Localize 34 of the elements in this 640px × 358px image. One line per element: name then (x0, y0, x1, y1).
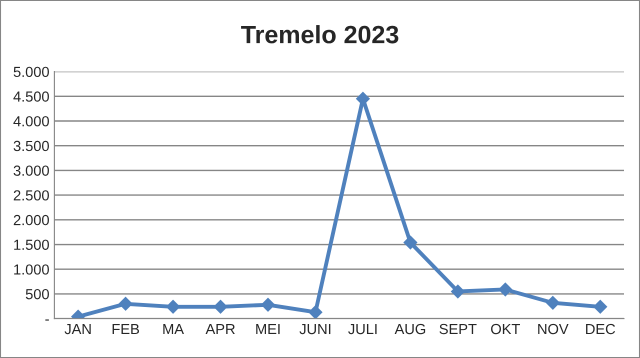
x-tick-label: FEB (112, 324, 140, 334)
y-tick-label: 4.000 (13, 116, 49, 126)
point (308, 305, 322, 319)
point (450, 284, 465, 298)
x-tick-label: JAN (64, 324, 91, 334)
x-tick-label: OKT (491, 324, 520, 334)
point (261, 298, 275, 312)
x-tick-label: JUNI (299, 324, 330, 334)
y-tick-label: 3.000 (14, 166, 49, 176)
x-tick-label: SEPT (439, 324, 477, 334)
y-tick-label: 500 (26, 289, 49, 300)
point (214, 300, 228, 314)
x-tick-label: MA (163, 324, 184, 334)
x-tick-label: NOV (538, 324, 569, 334)
y-tick-label: 4.500 (13, 91, 49, 102)
point (403, 236, 418, 250)
y-tick-label: 2.000 (14, 214, 49, 226)
y-tick-label: - (45, 319, 49, 321)
y-tick-label: 3.500 (14, 140, 49, 152)
point (498, 282, 512, 296)
y-tick-label: 1.500 (14, 240, 49, 250)
x-tick-label: JULI (348, 324, 377, 334)
point (118, 296, 133, 311)
x-tick-label: MEI (256, 324, 280, 334)
chart-title: Tremelo 2023 (241, 25, 398, 44)
y-tick-label: 2.500 (14, 190, 49, 201)
x-tick-label: DEC (586, 324, 616, 334)
point (166, 300, 180, 314)
point (546, 296, 560, 310)
y-tick-label: 5.000 (14, 66, 49, 78)
point (593, 300, 608, 314)
x-tick-label: AUG (394, 324, 426, 334)
y-tick-label: 1.000 (14, 264, 49, 275)
x-tick-label: APR (206, 324, 235, 334)
